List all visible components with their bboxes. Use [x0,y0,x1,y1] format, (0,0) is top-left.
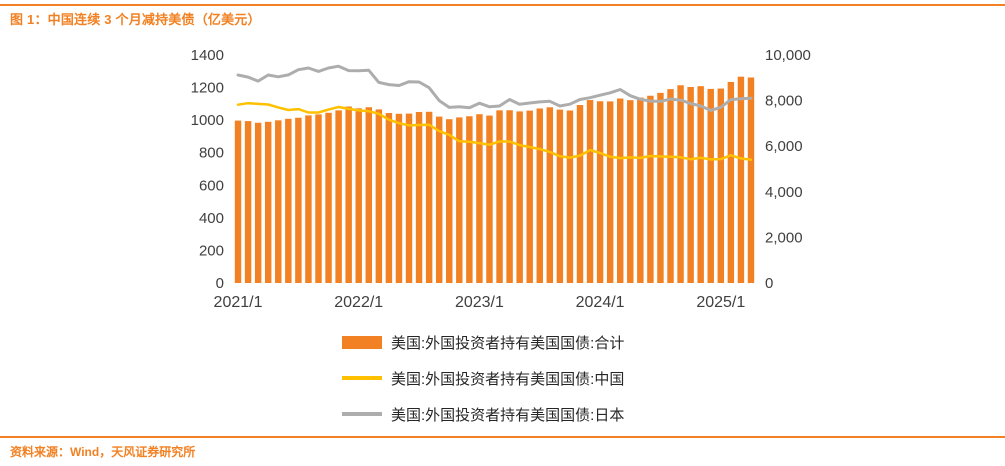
bar-total [566,110,574,284]
bar-total [345,106,352,283]
bar-total [617,98,624,283]
source-note: 资料来源：Wind，天风证券研究所 [10,445,196,459]
legend-item-china: 美国:外国投资者持有美国国债:中国 [342,360,624,396]
bar-total [546,107,554,283]
bar-total [657,92,664,283]
bar-total [305,115,312,284]
x-axis-tick-label: 2022/1 [334,294,383,311]
left-axis-tick-label: 600 [199,177,224,194]
bar-total [596,101,604,283]
top-divider [0,4,1005,6]
x-axis-tick-label: 2025/1 [696,294,745,311]
line-china [236,101,753,161]
bar-total [375,109,383,283]
bar-total [667,89,674,283]
bar-total [496,110,503,283]
bar-total [415,111,423,283]
left-axis-tick-label: 200 [199,242,224,259]
bar-total [677,85,684,283]
bar-total [405,113,413,283]
right-axis-tick-label: 8,000 [765,93,803,110]
bar-total [315,114,322,283]
left-axis-tick-label: 400 [199,210,224,227]
bar-total [606,101,614,284]
line-japan [236,64,753,112]
bar-total [697,86,704,283]
bar-total [295,117,302,283]
x-axis-tick-label: 2021/1 [214,294,263,311]
right-axis-tick-label: 2,000 [765,229,803,246]
bar-total [285,118,292,283]
left-axis-tick-label: 1200 [191,80,224,97]
legend-swatch-total [342,335,382,349]
bar-total [526,110,533,283]
bar-total [747,77,755,283]
bar-total [264,121,272,283]
bar-total [647,95,654,283]
bar-total [435,116,443,283]
bar-total [335,110,342,283]
bar-total [476,114,483,283]
bar-total [556,109,564,283]
chart-canvas: 0 200 400 600 800 1000 1200 1400 0 2,000 4,000 6,00… [160,40,850,325]
x-axis-tick-label: 2024/1 [576,294,625,311]
bar-total [456,117,463,284]
bar-total [637,97,644,283]
bar-total [275,120,282,283]
bar-total [395,113,403,283]
legend-item-total: 美国:外国投资者持有美国国债:合计 [342,324,624,360]
bar-total [446,119,453,284]
right-axis-tick-label: 4,000 [765,184,803,201]
bar-total [717,88,725,283]
bar-total [385,113,393,283]
legend-label-japan: 美国:外国投资者持有美国国债:日本 [391,406,625,424]
bar-total [737,76,745,284]
legend-label-total: 美国:外国投资者持有美国国债:合计 [391,334,625,352]
right-axis-tick-label: 10,000 [765,47,811,64]
bar-total [536,108,543,283]
chart-svg: 0 200 400 600 800 1000 1200 1400 0 2,000 4,000 6,00… [191,47,811,311]
bar-total [687,87,694,283]
bar-total [627,100,634,283]
bar-total [254,122,262,283]
bar-total [244,121,252,284]
bar-total [586,100,594,283]
bar-total [516,111,523,283]
left-axis-tick-label: 800 [199,145,224,162]
legend-item-japan: 美国:外国投资者持有美国国债:日本 [342,396,624,432]
legend-swatch-japan [342,412,382,416]
right-axis-tick-label: 0 [765,275,773,292]
figure-title: 图 1：中国连续 3 个月减持美债（亿美元） [10,12,261,27]
left-axis-tick-label: 0 [216,275,224,292]
legend-label-china: 美国:外国投资者持有美国国债:中国 [391,370,625,388]
bar-total [707,88,714,284]
bottom-divider [0,436,1005,438]
legend-swatch-china [342,376,382,380]
x-axis-tick-label: 2023/1 [455,294,504,311]
bar-total [727,81,735,283]
bar-total [486,115,493,283]
left-axis-tick-label: 1000 [191,112,224,129]
legend: 美国:外国投资者持有美国国债:合计 美国:外国投资者持有美国国债:中国 美国:外… [342,324,624,432]
bar-total [576,105,584,283]
bar-total [355,108,362,283]
bar-total [425,111,433,283]
bar-total [234,120,242,283]
bar-total [466,116,473,284]
bar-total [506,110,513,284]
right-axis-tick-label: 6,000 [765,138,803,155]
bar-total [325,112,332,283]
bar-total [365,107,372,283]
left-axis-tick-label: 1400 [191,47,224,64]
